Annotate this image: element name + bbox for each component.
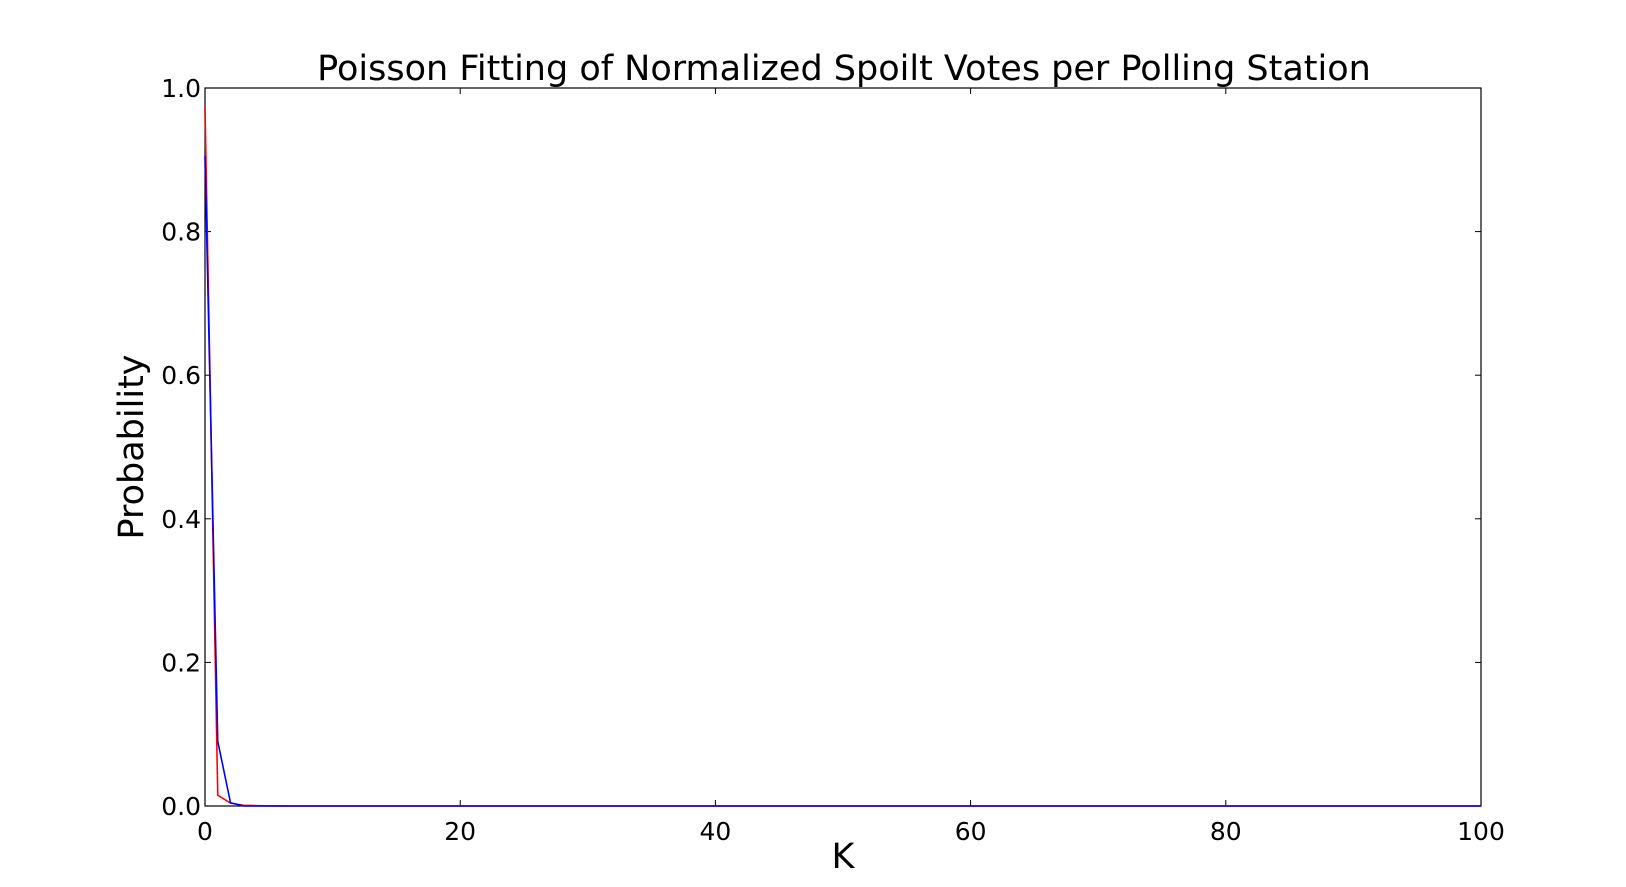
series-layer <box>204 108 1481 807</box>
x-tick-label: 40 <box>699 817 731 846</box>
x-tick-label: 100 <box>1457 817 1505 846</box>
y-tick-label: 0.4 <box>161 505 201 534</box>
y-tick-label: 0.0 <box>161 792 201 821</box>
x-tick-label: 60 <box>955 817 987 846</box>
chart-title: Poisson Fitting of Normalized Spoilt Vot… <box>317 49 1371 89</box>
y-tick-label: 0.6 <box>161 361 201 390</box>
x-tick-label: 20 <box>444 817 476 846</box>
plot-frame <box>204 87 1482 807</box>
x-axis: 0 20 40 60 80 100 <box>197 88 1505 846</box>
x-tick-label: 80 <box>1210 817 1242 846</box>
y-axis: 0.0 0.2 0.4 0.6 0.8 1.0 <box>161 74 1481 821</box>
y-tick-label: 0.8 <box>161 218 201 247</box>
series-line-1 <box>204 108 1481 807</box>
x-tick-label: 0 <box>197 817 213 846</box>
x-axis-label: K <box>832 837 856 877</box>
y-tick-label: 1.0 <box>161 74 201 103</box>
y-tick-label: 0.2 <box>161 648 201 677</box>
y-axis-label: Probability <box>112 354 152 539</box>
series-line-2 <box>204 156 1481 807</box>
